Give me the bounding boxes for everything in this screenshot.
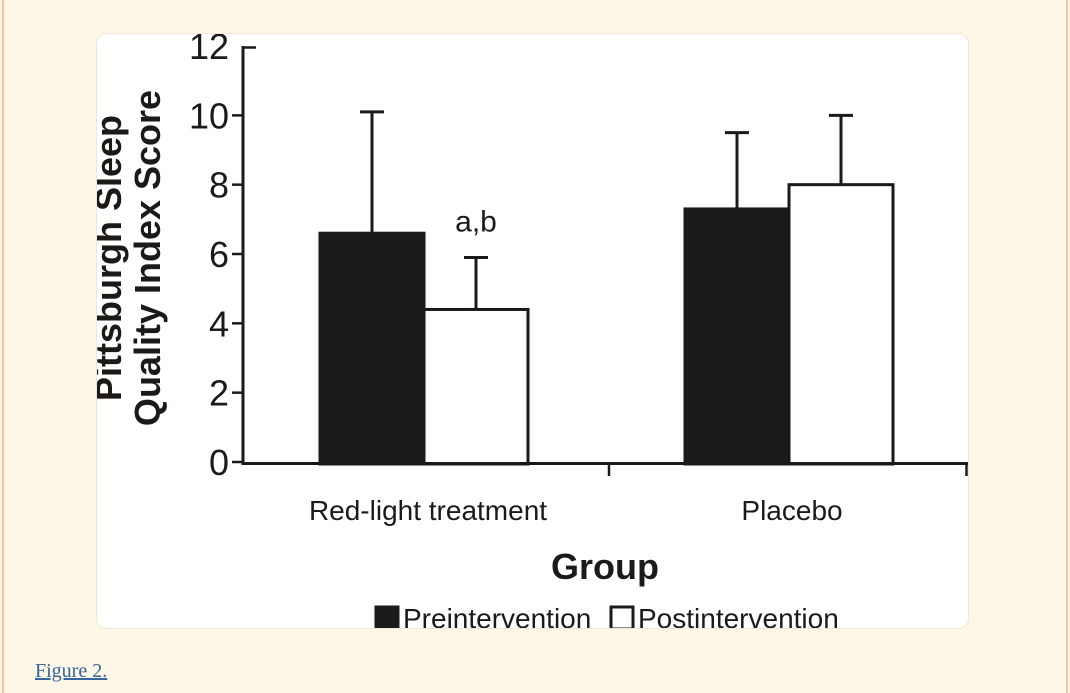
legend-label-preintervention: Preintervention — [403, 603, 591, 628]
y-tick-label-12: 12 — [189, 34, 229, 67]
bar-preintervention-placebo — [683, 207, 791, 466]
page-right-border — [1066, 0, 1068, 693]
y-axis-title-line-2: Quality Index Score — [127, 90, 168, 426]
legend-swatch-postintervention — [609, 605, 635, 628]
y-tick-label-4: 4 — [209, 303, 229, 344]
y-tick-label-10: 10 — [189, 95, 229, 136]
page-left-border — [2, 0, 4, 693]
figure-panel: a,b 0 2 4 6 8 10 12 Red-light treatment Placebo Gr… — [96, 33, 969, 629]
x-axis-title: Group — [551, 546, 659, 587]
bar-postintervention-red-light-treatment — [422, 307, 530, 466]
y-axis-title-line-1: Pittsburgh Sleep — [97, 115, 129, 401]
bar-chart: a,b 0 2 4 6 8 10 12 Red-light treatment Placebo Gr… — [97, 34, 968, 628]
y-tick-label-0: 0 — [209, 442, 229, 483]
y-tick-label-8: 8 — [209, 165, 229, 206]
bar-preintervention-red-light-treatment — [318, 231, 426, 466]
category-label-placebo: Placebo — [741, 495, 842, 526]
legend-label-postintervention: Postintervention — [638, 603, 839, 628]
figure-image[interactable]: a,b 0 2 4 6 8 10 12 Red-light treatment Placebo Gr… — [97, 34, 968, 628]
bar-postintervention-placebo — [787, 183, 895, 466]
annotation-a-b: a,b — [455, 205, 497, 238]
y-tick-label-2: 2 — [209, 373, 229, 414]
figure-caption-link[interactable]: Figure 2. — [35, 660, 108, 682]
category-label-red-light-treatment: Red-light treatment — [309, 495, 547, 526]
y-tick-label-6: 6 — [209, 234, 229, 275]
legend-swatch-preintervention — [374, 605, 400, 628]
